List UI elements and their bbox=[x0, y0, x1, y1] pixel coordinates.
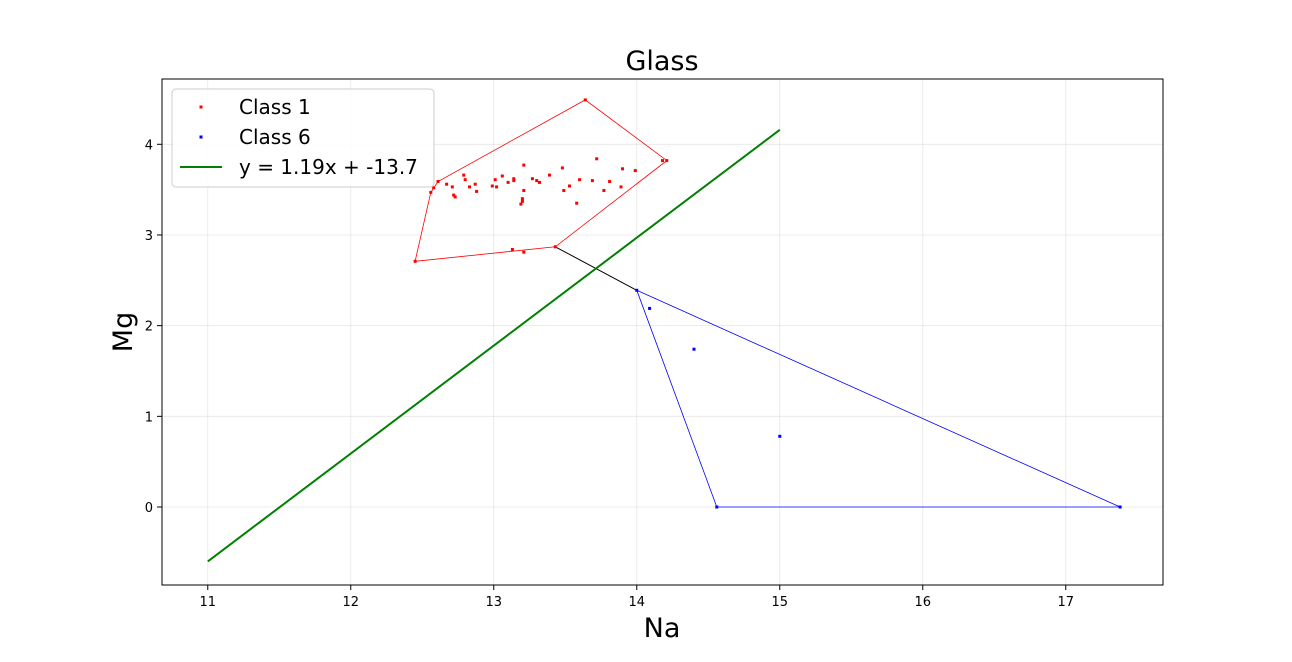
data-point-class-1 bbox=[602, 189, 606, 192]
data-point-class-1 bbox=[575, 201, 579, 205]
data-point-class-1 bbox=[450, 185, 454, 189]
x-tick-label: 11 bbox=[199, 595, 216, 610]
x-tick-label: 14 bbox=[628, 595, 645, 610]
data-point-class-1 bbox=[436, 180, 440, 183]
y-axis-label: Mg bbox=[108, 312, 139, 352]
data-point-class-6 bbox=[692, 347, 696, 351]
data-point-class-6 bbox=[778, 434, 782, 438]
data-point-class-1 bbox=[429, 190, 433, 194]
y-tick-label: 4 bbox=[145, 138, 153, 153]
y-tick-label: 1 bbox=[145, 410, 153, 425]
data-point-class-1 bbox=[621, 167, 624, 171]
data-point-class-1 bbox=[619, 185, 623, 189]
data-point-class-1 bbox=[530, 177, 534, 181]
data-point-class-1 bbox=[453, 195, 457, 199]
legend-swatch-point bbox=[199, 135, 203, 139]
data-point-class-1 bbox=[463, 178, 467, 182]
data-point-class-6 bbox=[715, 505, 719, 509]
data-point-class-6 bbox=[1118, 505, 1122, 509]
data-series bbox=[207, 98, 1122, 563]
data-point-class-1 bbox=[475, 189, 479, 193]
data-point-class-1 bbox=[413, 259, 417, 263]
data-point-class-1 bbox=[432, 186, 436, 190]
data-point-class-1 bbox=[548, 173, 551, 177]
x-tick-label: 13 bbox=[485, 595, 502, 610]
data-point-class-1 bbox=[500, 174, 504, 178]
data-point-class-1 bbox=[522, 163, 526, 167]
hull-outline-2 bbox=[636, 289, 1121, 508]
data-point-class-1 bbox=[661, 159, 664, 163]
data-point-class-1 bbox=[590, 179, 594, 183]
x-axis-label: Na bbox=[644, 613, 681, 644]
data-point-class-1 bbox=[512, 179, 516, 183]
legend-label: Class 1 bbox=[239, 95, 311, 119]
data-point-class-1 bbox=[583, 98, 587, 102]
data-point-class-1 bbox=[473, 182, 477, 186]
legend-box bbox=[171, 88, 435, 188]
legend-entries: Class 1 Class 6 y = 1.19x + -13.7 bbox=[180, 95, 418, 179]
grid-lines bbox=[162, 79, 1163, 585]
data-point-class-1 bbox=[510, 248, 514, 251]
y-tick-label: 2 bbox=[145, 320, 153, 335]
data-point-class-1 bbox=[468, 185, 471, 189]
data-point-class-1 bbox=[519, 202, 523, 206]
x-tick-label: 16 bbox=[914, 595, 931, 610]
legend-swatch-point bbox=[199, 105, 203, 109]
data-point-class-1 bbox=[490, 184, 494, 188]
data-point-class-6 bbox=[635, 288, 639, 292]
y-tick-label: 3 bbox=[145, 229, 153, 244]
legend: Class 1 Class 6 y = 1.19x + -13.7 bbox=[171, 88, 435, 188]
data-point-class-6 bbox=[648, 306, 652, 310]
data-point-class-1 bbox=[595, 157, 599, 161]
x-tick-label: 15 bbox=[771, 595, 788, 610]
data-point-class-1 bbox=[538, 180, 541, 184]
data-point-class-1 bbox=[495, 185, 499, 189]
data-point-class-1 bbox=[462, 173, 466, 177]
data-point-class-1 bbox=[512, 177, 516, 181]
data-point-class-1 bbox=[520, 199, 524, 203]
data-point-class-1 bbox=[535, 179, 539, 183]
chart-title: Glass bbox=[625, 46, 698, 77]
data-point-class-1 bbox=[522, 189, 526, 192]
data-point-class-1 bbox=[562, 189, 566, 192]
data-point-class-1 bbox=[560, 166, 564, 170]
x-tick-label: 17 bbox=[1057, 595, 1074, 610]
data-point-class-1 bbox=[506, 180, 510, 184]
legend-label: Class 6 bbox=[239, 125, 311, 149]
data-point-class-1 bbox=[665, 159, 669, 163]
data-point-class-1 bbox=[445, 182, 449, 186]
data-point-class-1 bbox=[568, 184, 571, 188]
data-point-class-1 bbox=[520, 197, 524, 201]
data-point-class-1 bbox=[452, 193, 456, 197]
data-point-class-1 bbox=[608, 180, 612, 183]
data-point-class-1 bbox=[553, 245, 557, 249]
series-line-fit bbox=[207, 129, 781, 563]
x-tick-label: 12 bbox=[342, 595, 359, 610]
data-point-class-1 bbox=[493, 178, 497, 182]
legend-label: y = 1.19x + -13.7 bbox=[239, 155, 418, 179]
data-point-class-1 bbox=[522, 250, 526, 254]
y-tick-label: 0 bbox=[145, 501, 153, 516]
data-point-class-1 bbox=[578, 178, 582, 182]
plot-frame bbox=[161, 78, 1164, 586]
data-point-class-1 bbox=[633, 169, 637, 173]
